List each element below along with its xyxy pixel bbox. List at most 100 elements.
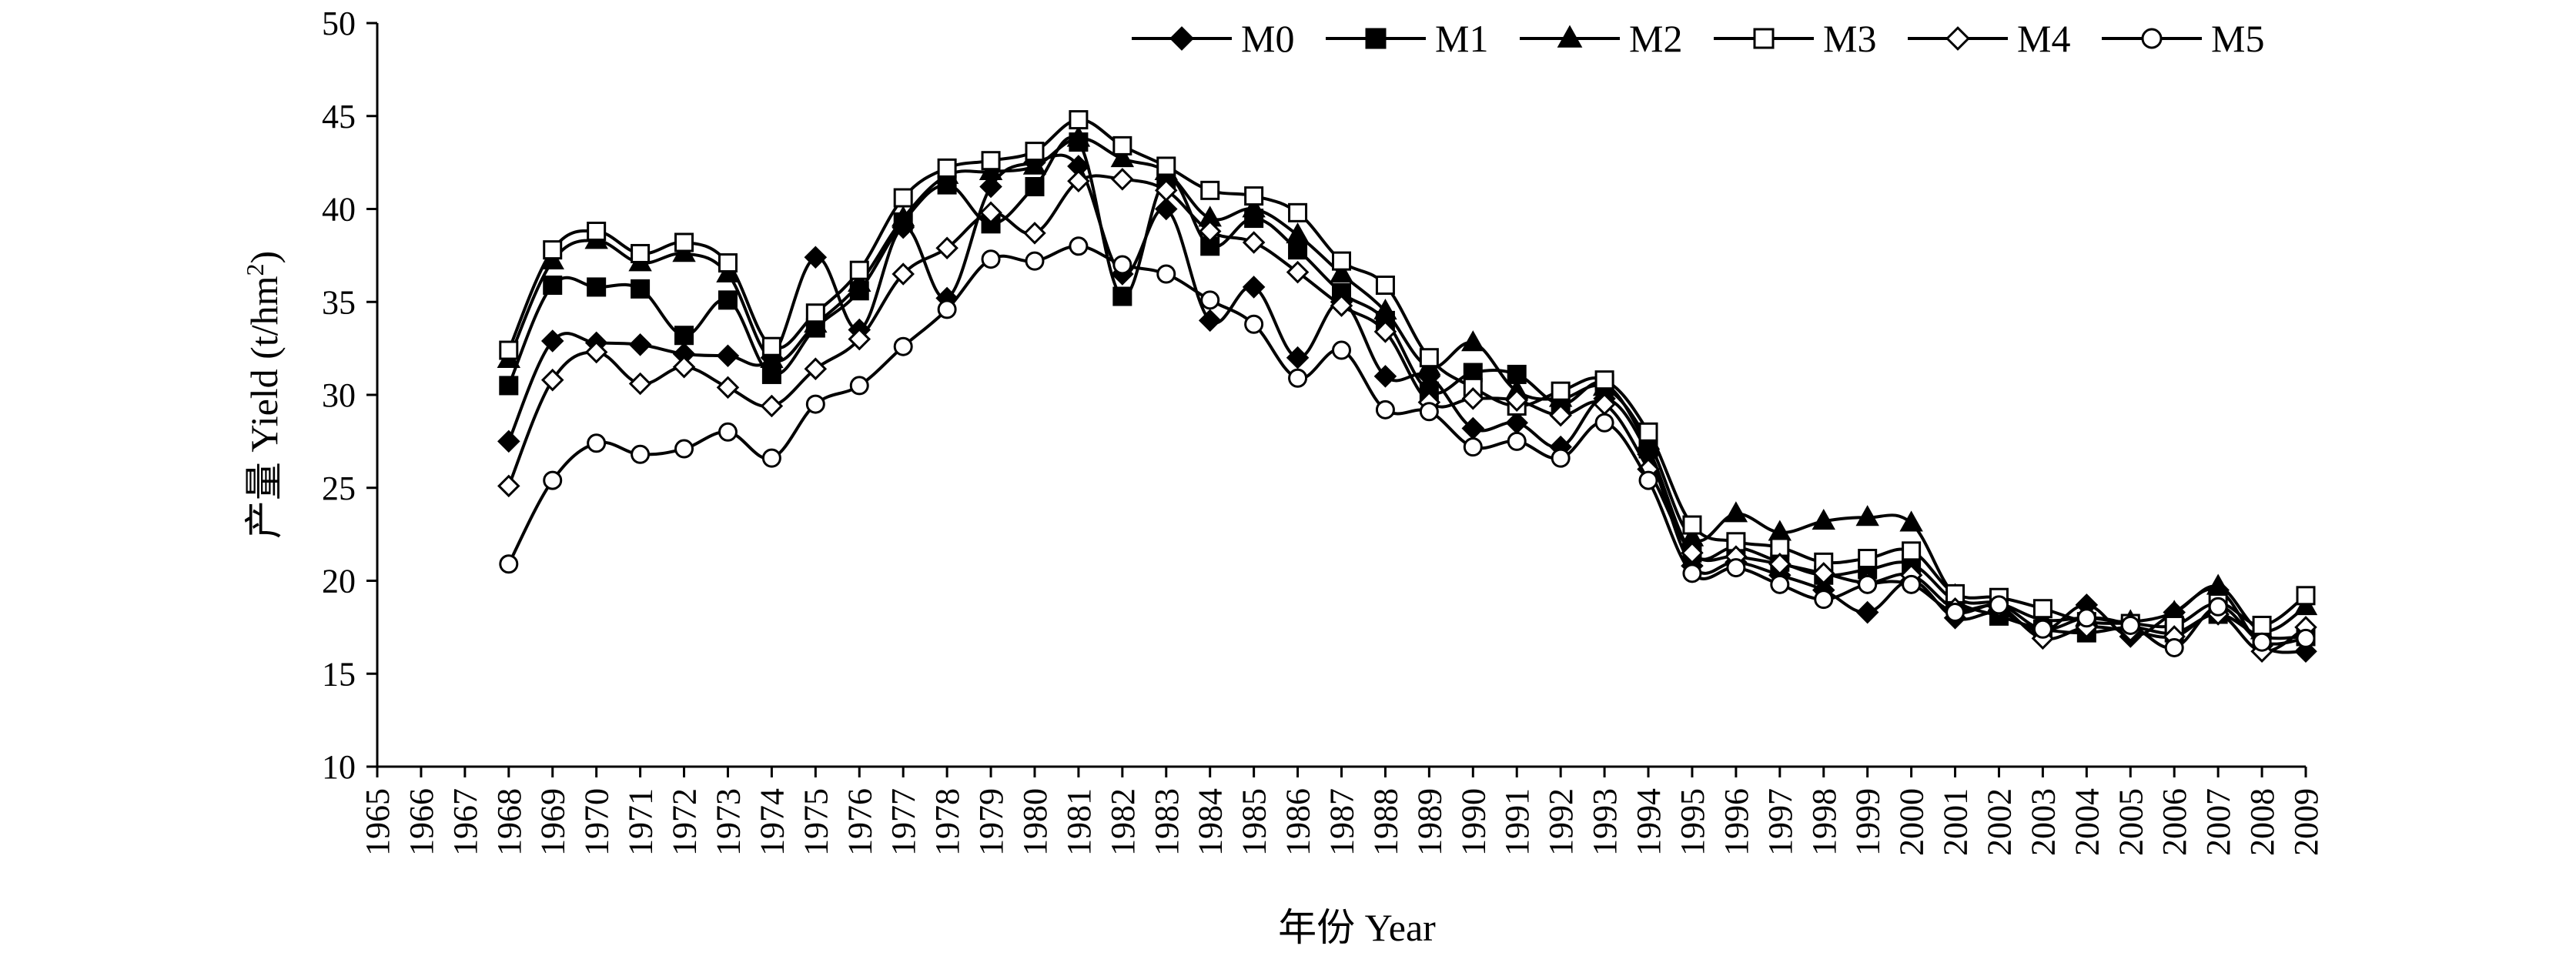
y-tick-label: 45 <box>322 98 356 135</box>
data-point-marker <box>1111 168 1134 191</box>
series-m1 <box>499 132 2316 647</box>
data-point-marker <box>1638 422 1658 442</box>
data-point-marker <box>1375 399 1395 420</box>
data-point-marker <box>1902 541 1922 561</box>
series-line-m2 <box>507 136 2307 633</box>
y-axis-title-main: 产量 Yield (t/hm <box>243 276 286 539</box>
data-point-marker <box>1855 505 1879 526</box>
data-point-marker <box>1286 222 1310 244</box>
data-point-marker <box>848 270 871 292</box>
data-point-marker <box>1551 448 1571 468</box>
x-tick-label: 1975 <box>797 788 835 856</box>
y-axis-title: 产量 Yield (t/hm2) <box>241 251 286 539</box>
data-point-marker <box>760 394 784 418</box>
data-point-marker <box>1373 365 1397 388</box>
data-point-marker <box>497 430 520 453</box>
x-axis-title: 年份 Year <box>1278 906 1436 949</box>
x-tick-label: 1982 <box>1104 788 1142 856</box>
data-point-marker <box>1025 177 1045 197</box>
data-point-marker <box>1505 411 1528 434</box>
data-point-marker <box>1505 389 1528 413</box>
legend-label: M3 <box>1823 17 1876 60</box>
data-point-marker <box>540 329 564 353</box>
data-point-marker <box>1244 314 1264 334</box>
data-point-marker <box>1155 197 1178 221</box>
data-point-marker <box>499 376 519 396</box>
data-point-marker <box>761 448 781 468</box>
data-point-marker <box>1594 370 1614 390</box>
data-point-marker <box>1682 563 1702 583</box>
y-axis-title-end: ) <box>243 251 286 264</box>
x-tick-label: 2003 <box>2024 788 2062 856</box>
data-point-marker <box>1812 562 1835 585</box>
data-point-marker <box>981 249 1001 269</box>
data-point-marker <box>2293 594 2318 616</box>
data-point-marker <box>1332 251 1351 271</box>
data-point-marker <box>761 336 781 356</box>
legend-entry-m5: M5 <box>2102 17 2264 60</box>
data-point-marker <box>1200 290 1220 310</box>
data-point-marker <box>718 422 738 442</box>
x-tick-label: 2007 <box>2200 788 2237 856</box>
x-tick-label: 1998 <box>1805 788 1843 856</box>
data-point-marker <box>1726 558 1746 578</box>
data-point-marker <box>760 346 784 368</box>
legend-entry-m0: M0 <box>1132 17 1294 60</box>
data-point-marker <box>587 277 607 297</box>
data-point-marker <box>1768 552 1791 576</box>
x-tick-label: 2006 <box>2156 788 2193 856</box>
x-tick-label: 1972 <box>666 788 704 856</box>
legend-entry-m4: M4 <box>1908 17 2070 60</box>
data-point-marker <box>1025 251 1045 271</box>
x-tick-label: 1990 <box>1454 788 1492 856</box>
x-tick-label: 1970 <box>578 788 616 856</box>
data-point-marker <box>1463 437 1483 457</box>
data-point-marker <box>1110 146 1135 168</box>
x-tick-label: 1977 <box>885 788 922 856</box>
data-point-marker <box>1286 260 1310 284</box>
data-point-marker <box>1945 26 1970 51</box>
data-point-marker <box>849 376 869 396</box>
data-point-marker <box>761 364 781 384</box>
data-point-marker <box>891 206 915 227</box>
legend-label: M0 <box>1241 17 1294 60</box>
y-tick-label: 25 <box>322 470 356 507</box>
data-point-marker <box>1200 180 1220 200</box>
x-tick-label: 1993 <box>1586 788 1624 856</box>
data-point-marker <box>1288 368 1308 388</box>
data-point-marker <box>628 372 652 396</box>
y-tick-label: 50 <box>322 5 356 42</box>
data-point-marker <box>543 240 563 260</box>
data-point-marker <box>1989 595 2009 615</box>
legend: M0 M1 M2 M3 M4 M5 <box>1132 17 2264 60</box>
data-point-marker <box>979 175 1002 199</box>
data-point-marker <box>1461 330 1485 352</box>
data-point-marker <box>849 260 869 280</box>
data-point-marker <box>1198 219 1222 243</box>
x-tick-label: 1967 <box>447 788 484 856</box>
data-point-marker <box>499 554 519 574</box>
x-tick-label: 1988 <box>1367 788 1404 856</box>
data-point-marker <box>1638 470 1658 490</box>
data-point-marker <box>2164 637 2184 657</box>
data-point-marker <box>672 356 696 379</box>
x-tick-label: 1968 <box>490 788 528 856</box>
data-point-marker <box>672 241 696 262</box>
data-point-marker <box>718 290 738 310</box>
data-point-marker <box>1286 346 1310 369</box>
data-point-marker <box>1242 196 1266 218</box>
series-m2 <box>497 125 2318 640</box>
data-point-marker <box>2252 632 2272 652</box>
data-point-marker <box>979 201 1002 225</box>
data-point-marker <box>805 394 825 414</box>
data-point-marker <box>804 246 828 269</box>
y-tick-label: 20 <box>322 563 356 600</box>
data-point-marker <box>1375 276 1395 296</box>
data-point-marker <box>628 333 652 356</box>
data-point-marker <box>937 299 957 319</box>
series-m5 <box>499 236 2316 657</box>
data-point-marker <box>1112 286 1132 306</box>
data-point-marker <box>1549 403 1572 427</box>
data-point-marker <box>1156 264 1176 284</box>
x-tick-label: 1996 <box>1718 788 1755 856</box>
